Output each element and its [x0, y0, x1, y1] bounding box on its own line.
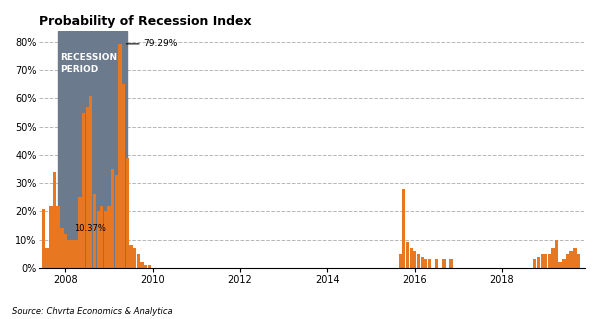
Bar	[541, 254, 544, 268]
Bar	[64, 234, 67, 268]
Bar	[82, 113, 85, 268]
Text: Source: Chvrta Economics & Analytica: Source: Chvrta Economics & Analytica	[12, 307, 173, 316]
Bar	[97, 211, 100, 268]
Bar	[75, 240, 78, 268]
Bar	[86, 107, 89, 268]
Bar	[58, 31, 127, 268]
Bar	[100, 206, 103, 268]
Bar	[551, 248, 555, 268]
Bar	[555, 240, 558, 268]
Bar	[67, 240, 71, 268]
Bar	[137, 254, 140, 268]
Bar	[61, 228, 64, 268]
Bar	[416, 254, 420, 268]
Bar	[421, 256, 424, 268]
Text: 79.29%: 79.29%	[143, 39, 177, 48]
Bar	[398, 254, 402, 268]
Bar	[402, 189, 406, 268]
Bar	[544, 254, 547, 268]
Bar	[577, 254, 580, 268]
Bar	[442, 259, 446, 268]
Bar	[569, 251, 572, 268]
Bar	[107, 206, 111, 268]
Bar	[140, 262, 143, 268]
Bar	[118, 44, 122, 268]
Bar	[71, 240, 74, 268]
Bar	[46, 248, 49, 268]
Bar	[449, 259, 452, 268]
Bar	[42, 209, 45, 268]
Bar	[559, 262, 562, 268]
Bar	[93, 195, 97, 268]
Bar	[148, 265, 151, 268]
Bar	[435, 259, 438, 268]
Bar	[548, 254, 551, 268]
Bar	[133, 248, 136, 268]
Bar	[122, 84, 125, 268]
Bar	[533, 259, 536, 268]
Bar	[130, 245, 133, 268]
Bar	[78, 197, 82, 268]
Bar	[428, 259, 431, 268]
Bar	[424, 259, 427, 268]
Bar	[574, 248, 577, 268]
Bar	[89, 96, 92, 268]
Bar	[562, 259, 566, 268]
Bar	[111, 169, 114, 268]
Text: Probability of Recession Index: Probability of Recession Index	[39, 15, 252, 28]
Bar	[115, 175, 118, 268]
Bar	[144, 265, 147, 268]
Bar	[53, 172, 56, 268]
Bar	[126, 158, 129, 268]
Bar	[56, 206, 59, 268]
Bar	[566, 254, 569, 268]
Bar	[49, 206, 53, 268]
Text: RECESSION
PERIOD: RECESSION PERIOD	[60, 53, 117, 74]
Bar	[413, 251, 416, 268]
Text: 10.37%: 10.37%	[74, 224, 106, 233]
Bar	[406, 242, 409, 268]
Bar	[410, 248, 413, 268]
Bar	[536, 256, 540, 268]
Bar	[104, 211, 107, 268]
